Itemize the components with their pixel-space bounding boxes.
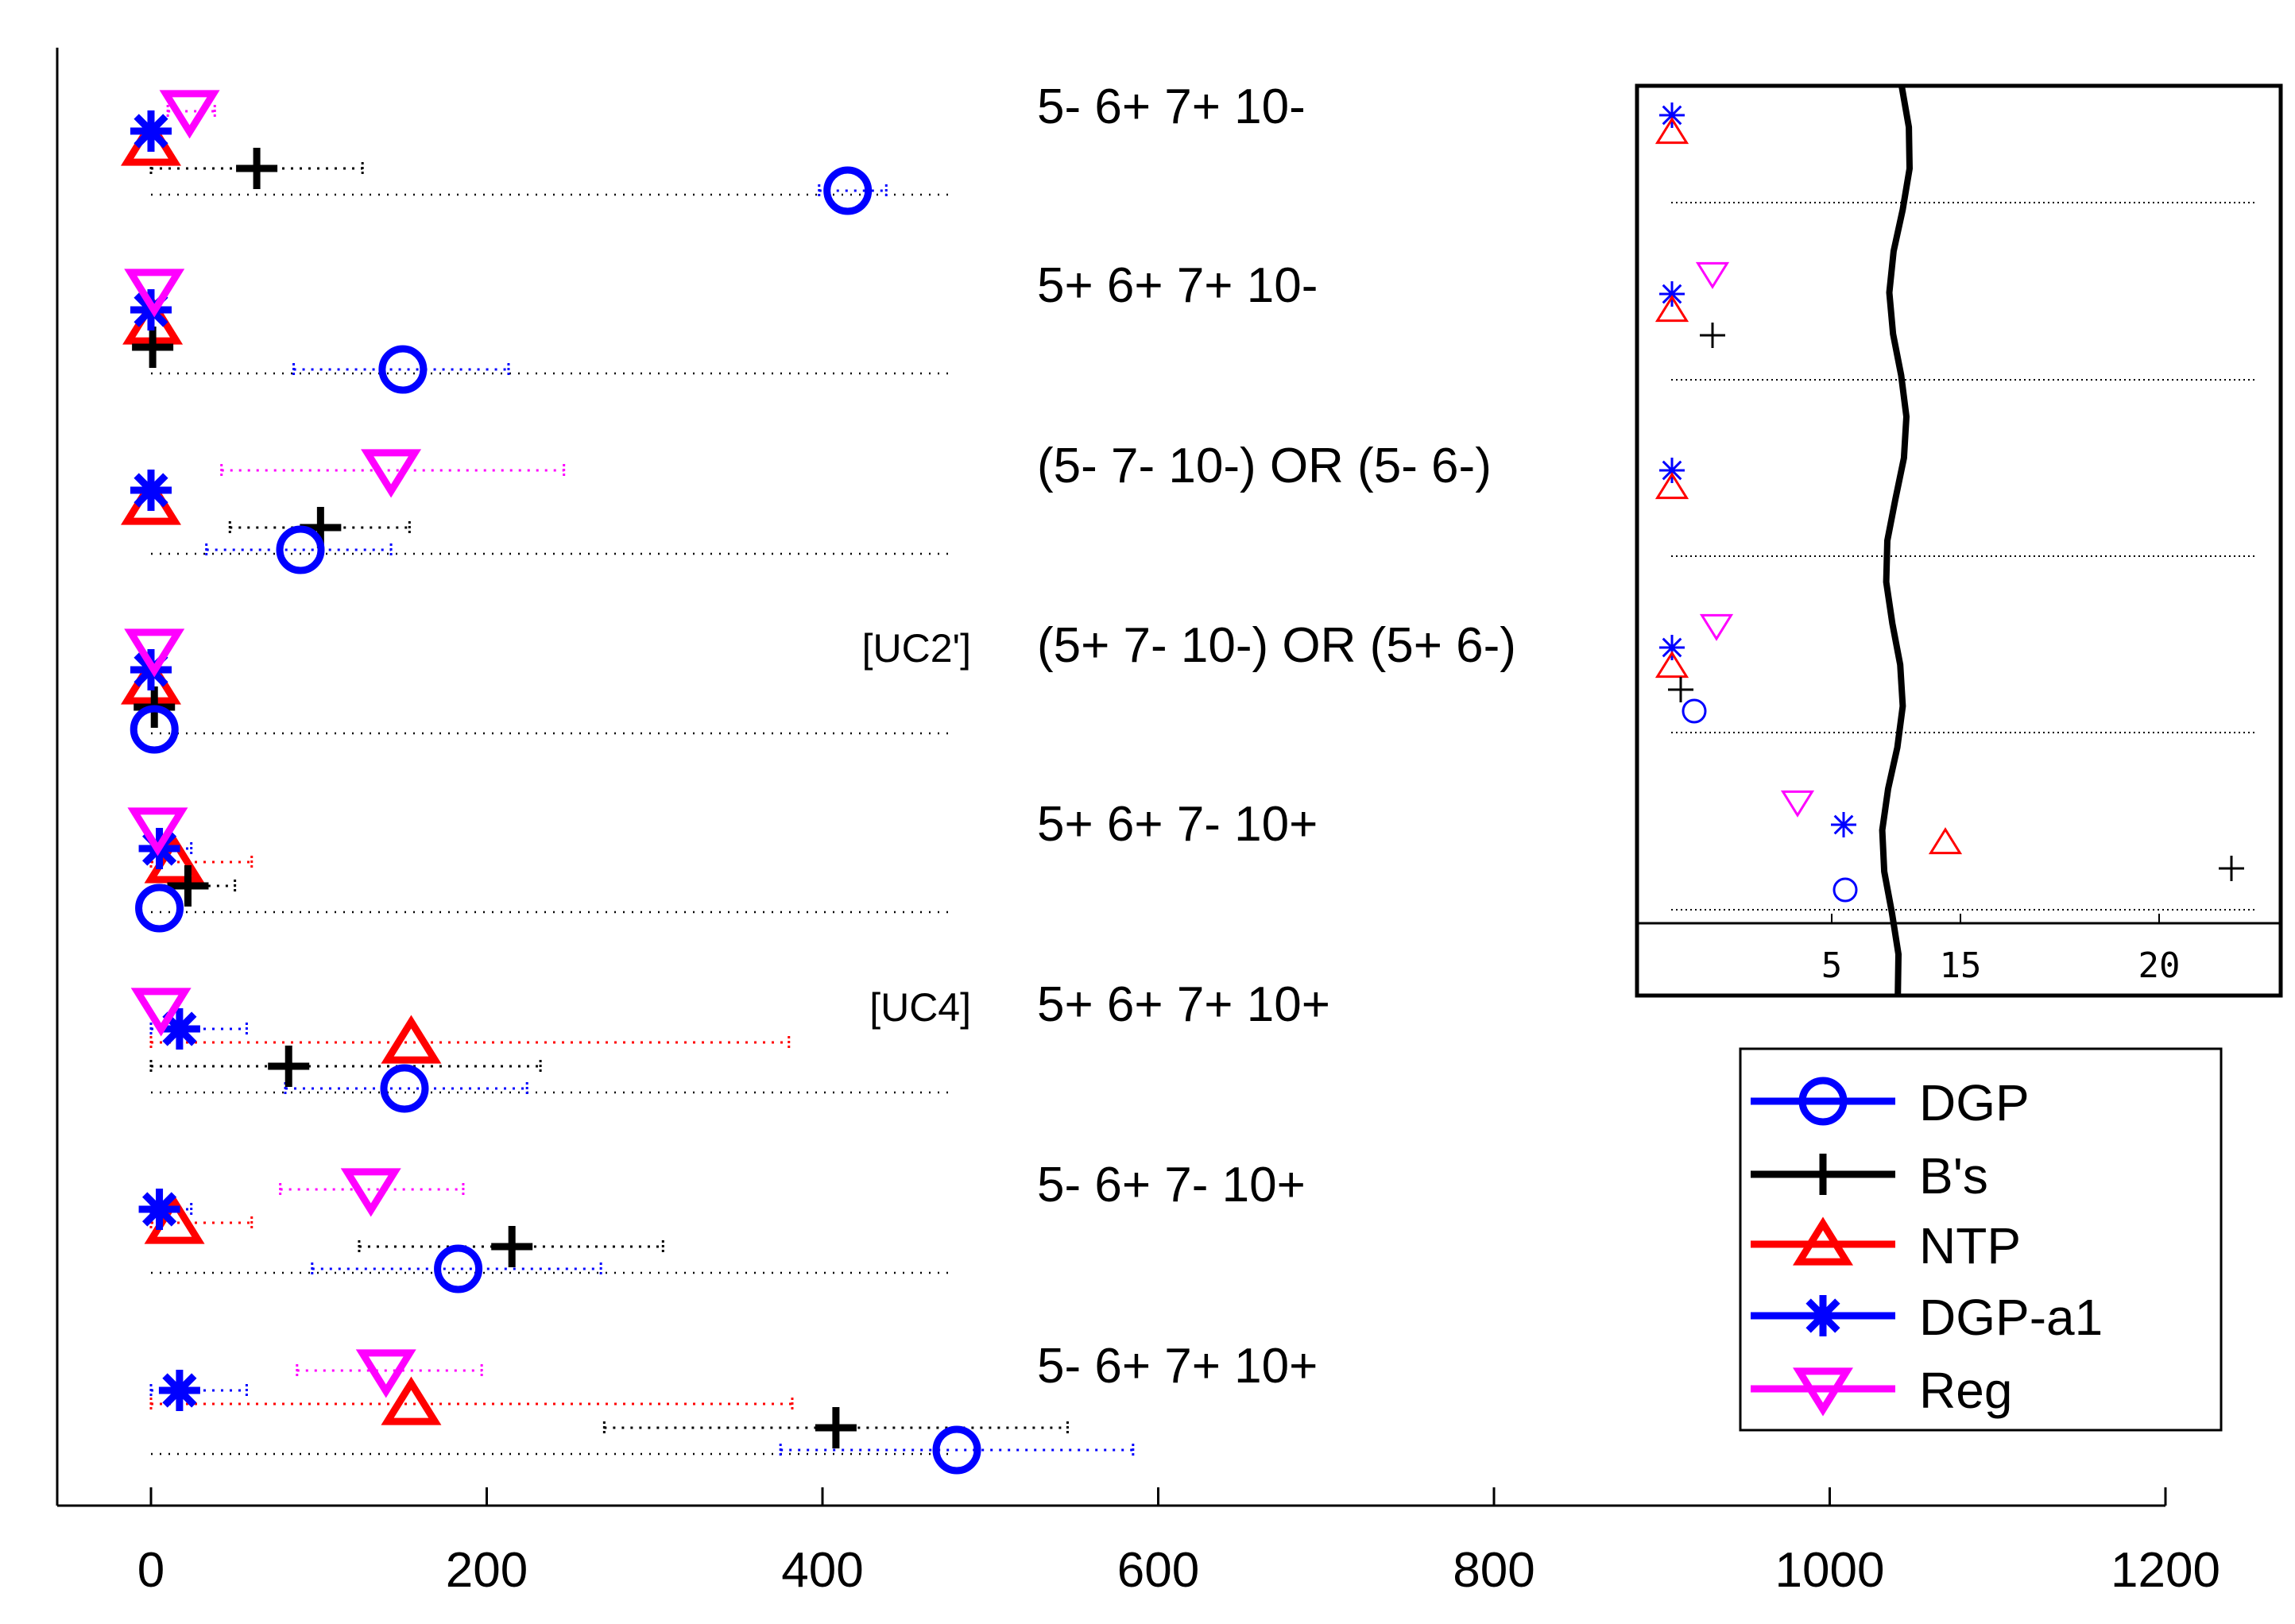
marker-triangle-up	[1793, 1216, 1853, 1266]
marker-triangle-down	[340, 1168, 401, 1217]
row-label: (5- 7- 10-) OR (5- 6-)	[1037, 439, 1492, 493]
x-tick-label: 200	[446, 1543, 528, 1598]
row-tag: [UC4]	[869, 985, 971, 1030]
row-tag: [UC2']	[862, 626, 971, 671]
legend-label: DGP	[1919, 1074, 2030, 1131]
marker-circle	[378, 345, 428, 394]
marker-triangle-down	[127, 807, 188, 856]
marker-triangle-down	[1695, 261, 1730, 289]
inset-tick-label: 5	[1821, 945, 1843, 986]
marker-triangle-up	[1654, 295, 1689, 323]
legend-entry: NTP	[1751, 1216, 2021, 1274]
legend: DGP B's NTP DGP-a1 Reg	[1739, 1047, 2223, 1432]
marker-triangle-up	[1654, 472, 1689, 500]
legend-entry: B's	[1751, 1147, 1988, 1204]
marker-circle	[276, 525, 325, 574]
row-guides	[151, 193, 950, 1456]
error-bars	[149, 105, 1135, 1456]
x-tick-label: 1200	[2111, 1543, 2220, 1598]
marker-asterisk	[1659, 635, 1685, 660]
marker-circle	[434, 1244, 483, 1293]
legend-label: Reg	[1919, 1362, 2012, 1419]
marker-circle	[932, 1425, 981, 1475]
marker-asterisk	[1659, 281, 1685, 307]
x-ticks: 0 200 400 600 800 1000 1200	[137, 1487, 2220, 1598]
marker-circle	[1682, 698, 1707, 724]
row-label: 5+ 6+ 7+ 10+	[1037, 977, 1330, 1032]
x-tick-label: 800	[1453, 1543, 1535, 1598]
row-labels: 5- 6+ 7+ 10- 5+ 6+ 7+ 10- (5- 7- 10-) OR (…	[862, 79, 1516, 1394]
marker-plus	[2219, 856, 2244, 881]
marker-triangle-down	[130, 988, 192, 1037]
x-tick-label: 400	[781, 1543, 863, 1598]
marker-plus	[815, 1407, 857, 1448]
marker-asterisk	[138, 1189, 180, 1230]
marker-circle	[380, 1064, 429, 1113]
x-tick-label: 0	[137, 1543, 164, 1598]
marker-triangle-down	[159, 90, 220, 139]
row-label: 5+ 6+ 7- 10+	[1037, 797, 1318, 852]
legend-box	[1739, 1047, 2223, 1432]
marker-plus	[1668, 677, 1693, 702]
marker-asterisk	[130, 110, 172, 152]
marker-triangle-down	[355, 1349, 416, 1398]
x-tick-label: 1000	[1775, 1543, 1885, 1598]
marker-asterisk	[1659, 458, 1685, 483]
marker-plus	[1802, 1154, 1844, 1195]
inset: 5 15 20	[1635, 83, 2283, 998]
marker-asterisk	[1831, 812, 1856, 837]
marker-triangle-down	[124, 628, 185, 678]
marker-plus	[236, 148, 278, 189]
row-label: 5- 6+ 7+ 10+	[1037, 1339, 1318, 1394]
marker-circle	[1833, 877, 1858, 903]
markers	[121, 90, 981, 1475]
marker-triangle-down	[1793, 1367, 1853, 1417]
legend-label: DGP-a1	[1919, 1289, 2103, 1346]
marker-plus	[167, 865, 209, 907]
marker-asterisk	[1802, 1295, 1844, 1336]
marker-circle	[130, 705, 179, 754]
marker-plus	[491, 1226, 533, 1267]
row-label: 5- 6+ 7+ 10-	[1037, 79, 1306, 134]
marker-triangle-up	[1928, 827, 1963, 855]
marker-triangle-down	[1699, 613, 1734, 641]
marker-plus	[268, 1046, 310, 1087]
marker-asterisk	[1659, 102, 1685, 128]
inset-frame	[1635, 83, 2283, 998]
axis-break-line	[1879, 85, 1914, 996]
marker-triangle-down	[361, 449, 422, 498]
marker-circle	[823, 166, 873, 215]
marker-triangle-up	[1654, 651, 1689, 679]
marker-plus	[1700, 323, 1725, 348]
marker-plus	[132, 327, 174, 368]
legend-label: B's	[1919, 1147, 1988, 1204]
legend-entry: DGP-a1	[1751, 1289, 2103, 1346]
marker-asterisk	[130, 470, 172, 511]
row-label: (5+ 7- 10-) OR (5+ 6-)	[1037, 618, 1516, 673]
inset-tick-label: 15	[1940, 945, 1982, 986]
marker-triangle-up	[1654, 117, 1689, 145]
marker-asterisk	[158, 1370, 200, 1411]
inset-tick-label: 20	[2138, 945, 2181, 986]
row-label: 5- 6+ 7- 10+	[1037, 1158, 1306, 1212]
legend-label: NTP	[1919, 1217, 2021, 1274]
marker-circle	[135, 884, 184, 933]
legend-entry: DGP	[1751, 1074, 2030, 1131]
marker-triangle-up	[381, 1376, 442, 1425]
marker-triangle-down	[124, 269, 185, 318]
marker-triangle-down	[1780, 790, 1815, 818]
row-label: 5+ 6+ 7+ 10-	[1037, 258, 1318, 313]
legend-entry: Reg	[1751, 1362, 2012, 1419]
marker-circle	[1798, 1077, 1848, 1126]
x-tick-label: 600	[1117, 1543, 1199, 1598]
marker-triangle-up	[381, 1015, 442, 1064]
